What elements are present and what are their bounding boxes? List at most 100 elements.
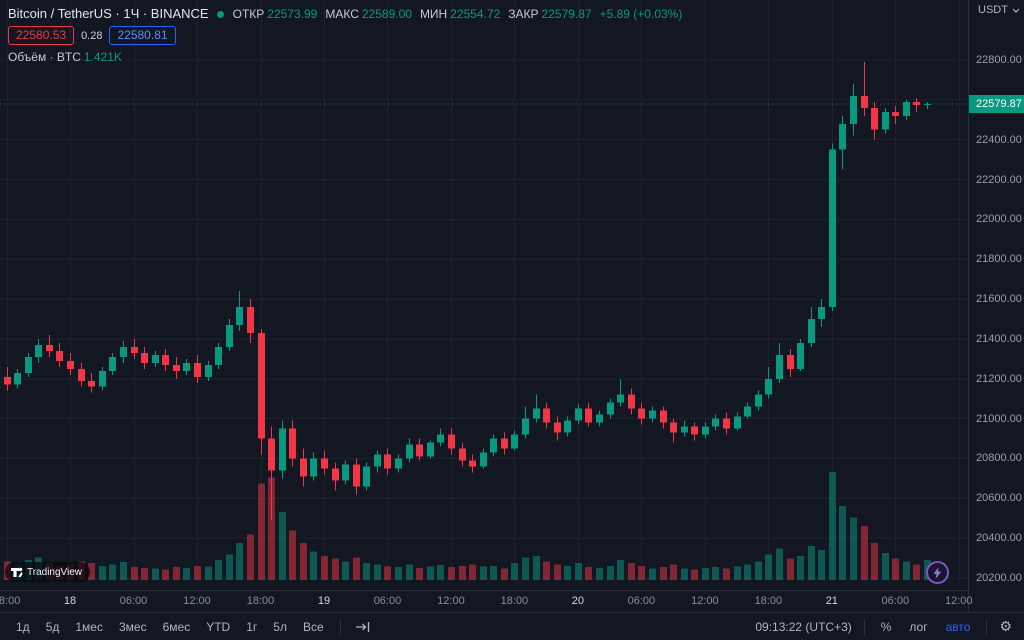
volume-bar — [374, 564, 381, 580]
auto-scale-button[interactable]: авто — [945, 619, 971, 634]
settings-gear-icon[interactable]: ⚙ — [999, 618, 1012, 634]
candlestick-chart[interactable] — [0, 0, 968, 590]
date-range-buttons: 1д 5д 1мес 3мес 6мес YTD 1г 5л Все — [8, 617, 332, 637]
lightning-boost-icon[interactable] — [926, 561, 949, 584]
range-button-YTD[interactable]: YTD — [206, 619, 231, 634]
go-to-date-icon — [355, 621, 369, 632]
high-value: 22589.00 — [361, 7, 412, 21]
watermark-text: TradingView — [27, 566, 83, 578]
time-axis-label: 20 — [571, 595, 585, 607]
candle — [279, 420, 286, 479]
chart-pane[interactable]: Bitcoin / TetherUS · 1Ч · BINANCE ОТКР 2… — [0, 0, 968, 590]
candle — [427, 440, 434, 459]
volume-bar — [554, 564, 561, 580]
candle — [882, 107, 889, 134]
candle — [236, 291, 243, 331]
market-status-icon[interactable] — [216, 10, 224, 18]
candle — [913, 97, 920, 112]
price-axis-label: 22400.00 — [976, 133, 1022, 146]
legend-row-volume: Объём · BTC 1.421K — [8, 48, 690, 66]
volume-bar — [638, 565, 645, 580]
time-axis-label: 06:00 — [373, 595, 402, 607]
candle — [363, 462, 370, 491]
volume-bar — [797, 555, 804, 580]
toolbar-left-group: 1д 5д 1мес 3мес 6мес YTD 1г 5л Все — [8, 617, 377, 637]
candle — [268, 426, 275, 521]
volume-bar — [131, 567, 138, 580]
candle — [617, 378, 624, 407]
time-axis-label: 18 — [63, 595, 77, 607]
candle — [755, 390, 762, 411]
volume-bar — [363, 562, 370, 580]
candle — [649, 406, 656, 423]
candle — [46, 334, 53, 357]
candle — [829, 143, 836, 312]
candle — [533, 394, 540, 423]
candle — [353, 458, 360, 495]
volume-bar — [152, 568, 159, 580]
volume-bar — [776, 548, 783, 580]
volume-bar — [691, 569, 698, 580]
volume-bar — [162, 569, 169, 580]
chevron-down-icon — [1012, 8, 1020, 13]
candle — [808, 307, 815, 347]
range-button-5д[interactable]: 5д — [45, 619, 60, 634]
time-axis-label: 18:00 — [0, 595, 21, 607]
range-button-Все[interactable]: Все — [302, 619, 324, 634]
range-button-6мес[interactable]: 6мес — [162, 619, 191, 634]
price-axis-label: 20200.00 — [976, 572, 1022, 584]
price-axis-label: 20400.00 — [976, 532, 1022, 545]
range-button-1д[interactable]: 1д — [16, 619, 30, 634]
volume-bar — [808, 545, 815, 580]
candle — [681, 420, 688, 437]
candle — [56, 342, 63, 367]
volume-bar — [109, 564, 116, 580]
candle — [924, 102, 931, 109]
percent-scale-button[interactable]: % — [880, 619, 892, 634]
candle — [702, 422, 709, 439]
clock[interactable]: 09:13:22 (UTC+3) — [755, 619, 852, 634]
candle — [892, 105, 899, 124]
close-label: ЗАКР — [508, 7, 539, 21]
tradingview-logo-icon — [11, 567, 23, 577]
range-button-1мес[interactable]: 1мес — [75, 619, 103, 634]
volume-value: 1.421K — [83, 50, 122, 64]
candle — [131, 338, 138, 359]
tradingview-watermark[interactable]: TradingView — [5, 562, 91, 582]
candle — [35, 338, 42, 363]
range-button-3мес[interactable]: 3мес — [118, 619, 147, 634]
range-button-5л[interactable]: 5л — [273, 619, 287, 634]
volume-bar — [861, 526, 868, 580]
candle — [300, 448, 307, 487]
range-button-1г[interactable]: 1г — [246, 619, 258, 634]
candle — [818, 299, 825, 327]
volume-label[interactable]: Объём · BTC — [8, 50, 81, 64]
volume-bar — [173, 567, 180, 580]
ask-price[interactable]: 22580.81 — [109, 26, 176, 45]
candle — [78, 362, 85, 387]
volume-bar — [120, 562, 127, 580]
volume-bar — [289, 530, 296, 580]
candle — [839, 115, 846, 170]
symbol-title[interactable]: Bitcoin / TetherUS · 1Ч · BINANCE — [8, 6, 209, 21]
candle — [183, 358, 190, 375]
go-to-date-button[interactable] — [349, 618, 377, 636]
price-axis[interactable]: USDT 22800.0022600.0022400.0022200.00220… — [968, 0, 1024, 612]
candle — [511, 430, 518, 451]
volume-bar — [342, 561, 349, 580]
volume-bar — [681, 568, 688, 580]
volume-bar — [332, 558, 339, 580]
time-axis-label: 18:00 — [500, 595, 529, 607]
volume-bar — [279, 511, 286, 580]
volume-bar — [395, 567, 402, 580]
time-axis[interactable]: 18:00 18 06:00 12:00 18:00 19 06:00 12:00 18:00 2… — [0, 590, 973, 613]
log-scale-button[interactable]: лог — [909, 619, 928, 634]
toolbar-divider — [986, 618, 988, 635]
time-axis-label: 12:00 — [183, 595, 211, 607]
currency-selector[interactable]: USDT — [969, 0, 1024, 20]
time-axis-label: 12:00 — [437, 595, 465, 607]
current-price-tag: 22579.87 — [969, 94, 1024, 113]
bid-price[interactable]: 22580.53 — [8, 26, 75, 45]
high-label: МАКС — [325, 7, 359, 21]
volume-bar — [596, 567, 603, 580]
